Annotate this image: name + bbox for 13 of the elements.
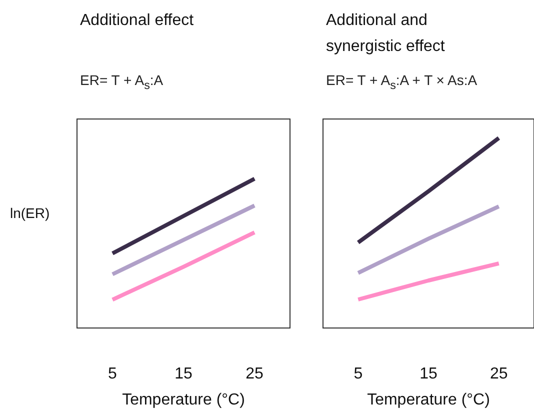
x-tick-label: 25 (490, 366, 508, 382)
x-axis-title: Temperature (°C) (122, 392, 245, 408)
chart-subtitle: ER= T + A$_{s}$:A + T × As:A (326, 72, 478, 92)
y-axis-title: ln(ER) (10, 205, 50, 221)
chart-subtitle: ER= T + A$_{s}$:A (80, 72, 164, 92)
chart-title: Additional effect (80, 11, 195, 31)
x-tick-label: 25 (246, 366, 264, 382)
x-tick-label: 15 (174, 366, 192, 382)
x-tick-label: 5 (354, 366, 363, 382)
x-tick-label: 5 (108, 366, 118, 382)
x-axis-title: Temperature (°C) (367, 392, 490, 408)
x-tick-label: 15 (420, 366, 438, 382)
chart-title: Additional and synergistic effect (326, 11, 446, 57)
